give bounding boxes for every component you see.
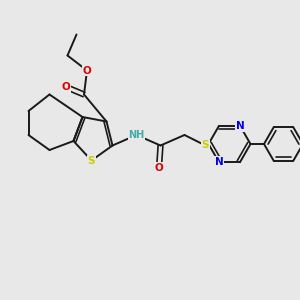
Text: N: N (214, 157, 224, 167)
Text: N: N (236, 121, 244, 131)
Text: S: S (202, 140, 209, 151)
Text: O: O (154, 163, 164, 173)
Text: O: O (61, 82, 70, 92)
Text: NH: NH (128, 130, 145, 140)
Text: O: O (82, 65, 91, 76)
Text: S: S (88, 155, 95, 166)
